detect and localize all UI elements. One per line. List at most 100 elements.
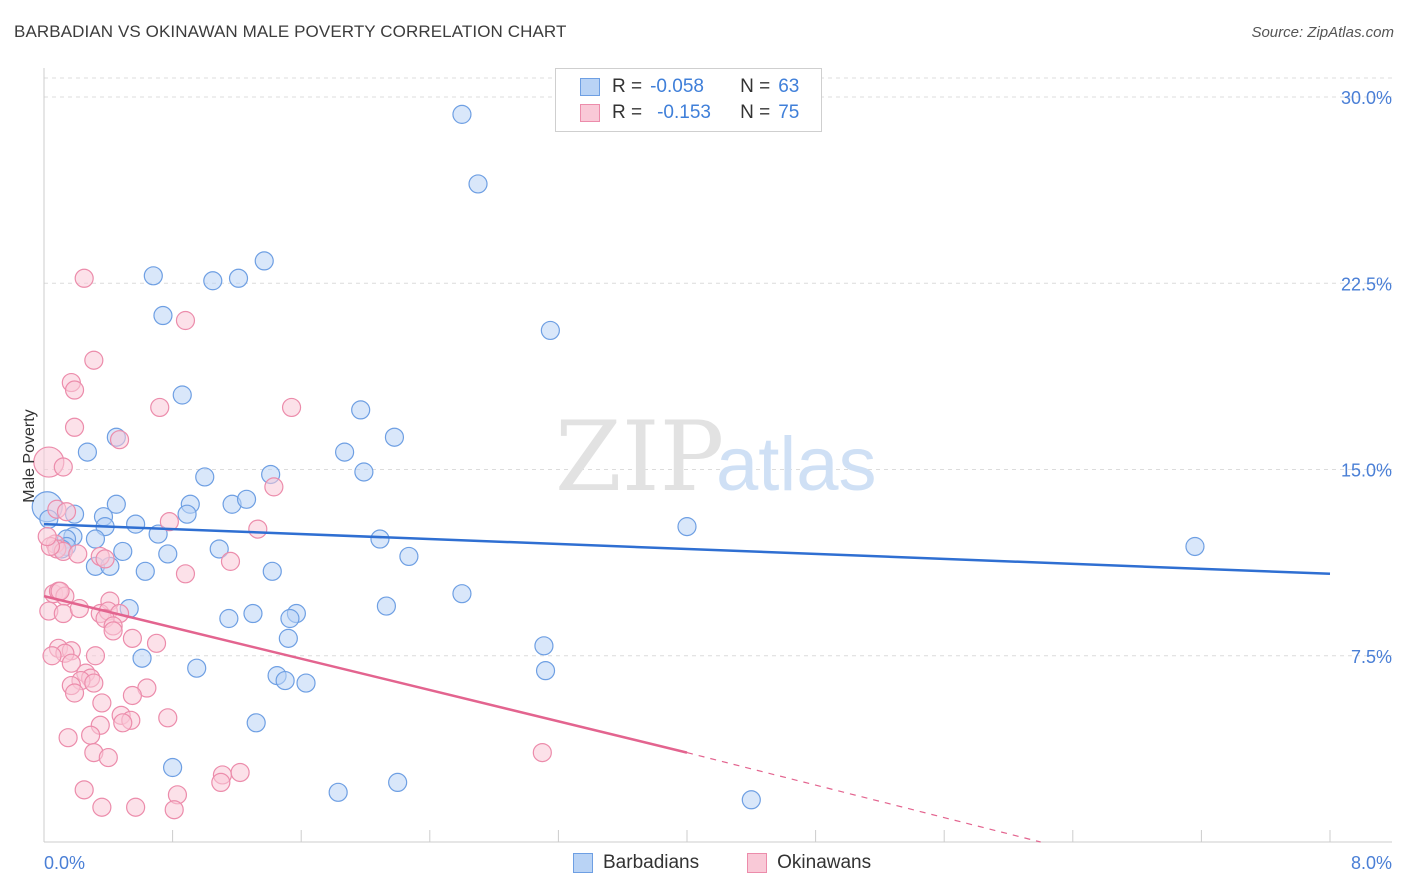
point-barbadians	[246, 713, 266, 733]
point-barbadians	[275, 670, 295, 691]
legend-label-okinawans: Okinawans	[777, 852, 872, 873]
point-barbadians	[219, 608, 239, 629]
legend-swatch-okinawans	[747, 853, 768, 873]
point-okinawans	[64, 417, 85, 437]
point-okinawans	[211, 772, 231, 793]
point-barbadians	[228, 268, 249, 288]
point-barbadians	[243, 603, 263, 624]
point-okinawans	[220, 551, 241, 571]
point-okinawans	[98, 747, 118, 768]
point-okinawans	[53, 457, 73, 477]
point-barbadians	[132, 648, 152, 668]
point-barbadians	[85, 529, 106, 549]
point-okinawans	[53, 603, 73, 624]
point-okinawans	[109, 430, 130, 450]
legend-label-barbadians: Barbadians	[603, 852, 700, 873]
correlation-legend: R = -0.058 N = 63 R = -0.153 N = 75	[555, 68, 822, 132]
point-okinawans	[159, 512, 179, 532]
point-okinawans	[113, 713, 133, 733]
point-barbadians	[172, 385, 192, 405]
point-barbadians	[399, 546, 419, 567]
point-barbadians	[540, 320, 560, 341]
legend-r-value: -0.153	[657, 102, 711, 123]
point-okinawans	[68, 544, 88, 564]
point-okinawans	[85, 646, 106, 666]
point-okinawans	[164, 800, 184, 820]
point-okinawans	[103, 621, 123, 641]
y-tick-label: 15.0%	[1341, 461, 1392, 481]
point-barbadians	[195, 467, 215, 487]
point-okinawans	[74, 780, 94, 800]
point-barbadians	[143, 266, 163, 286]
point-okinawans	[230, 762, 250, 783]
data-points	[31, 104, 1205, 820]
point-barbadians	[187, 658, 207, 678]
point-okinawans	[158, 708, 178, 728]
point-barbadians	[741, 790, 761, 810]
point-okinawans	[37, 526, 57, 547]
legend-n-value: 75	[778, 102, 800, 123]
legend-r-label: R =	[612, 102, 643, 123]
point-barbadians	[203, 271, 223, 291]
point-barbadians	[158, 544, 178, 564]
point-barbadians	[535, 661, 556, 681]
point-okinawans	[84, 350, 104, 370]
legend-row-barbadians: R = -0.058 N = 63	[580, 75, 799, 99]
point-okinawans	[58, 728, 78, 748]
source-label: Source: ZipAtlas.com	[1251, 24, 1394, 41]
y-tick-label: 7.5%	[1351, 647, 1392, 667]
legend-swatch-barbadians	[573, 853, 593, 873]
point-barbadians	[1185, 536, 1205, 557]
point-okinawans	[61, 653, 81, 673]
legend-item-okinawans[interactable]: Okinawans	[747, 852, 871, 874]
point-okinawans	[64, 683, 85, 703]
point-barbadians	[376, 596, 396, 616]
point-barbadians	[452, 104, 472, 124]
point-okinawans	[92, 797, 112, 817]
point-barbadians	[106, 494, 126, 514]
point-barbadians	[177, 504, 197, 524]
trend-line-okinawans	[43, 594, 688, 754]
legend-swatch-okinawans	[580, 104, 600, 122]
point-barbadians	[262, 561, 282, 581]
point-okinawans	[150, 397, 170, 418]
tick-labels: 7.5% 15.0% 22.5% 30.0% 0.0% 8.0%	[44, 88, 1392, 873]
point-barbadians	[113, 541, 133, 562]
point-barbadians	[335, 442, 355, 462]
point-okinawans	[175, 310, 196, 331]
point-barbadians	[126, 514, 146, 534]
point-okinawans	[42, 646, 62, 666]
point-barbadians	[254, 251, 274, 271]
chart-title: BARBADIAN VS OKINAWAN MALE POVERTY CORRE…	[14, 22, 567, 41]
legend-r-label: R =	[612, 76, 643, 97]
y-axis-label: Male Poverty	[21, 409, 38, 502]
point-okinawans	[281, 397, 302, 418]
point-okinawans	[74, 268, 94, 288]
point-okinawans	[122, 628, 143, 648]
point-barbadians	[384, 427, 405, 447]
point-barbadians	[468, 174, 488, 194]
point-okinawans	[126, 797, 146, 817]
point-okinawans	[56, 502, 77, 522]
point-okinawans	[122, 685, 143, 706]
point-okinawans	[248, 519, 268, 539]
x-tick-label-right: 8.0%	[1351, 853, 1392, 873]
trend-line-barbadians	[43, 522, 1331, 576]
point-okinawans	[92, 693, 112, 713]
point-barbadians	[153, 305, 173, 326]
legend-n-label: N =	[740, 76, 771, 97]
series-legend: Barbadians Okinawans	[573, 852, 919, 874]
point-barbadians	[163, 757, 183, 778]
point-barbadians	[280, 608, 300, 629]
legend-item-barbadians[interactable]: Barbadians	[573, 852, 699, 874]
point-barbadians	[135, 561, 155, 581]
point-barbadians	[534, 636, 554, 656]
legend-row-okinawans: R = -0.153 N = 75	[580, 101, 799, 125]
point-barbadians	[677, 517, 697, 537]
point-okinawans	[146, 633, 167, 653]
y-tick-label: 22.5%	[1341, 274, 1392, 294]
point-barbadians	[388, 772, 408, 793]
legend-swatch-barbadians	[580, 78, 600, 96]
point-barbadians	[328, 782, 348, 802]
